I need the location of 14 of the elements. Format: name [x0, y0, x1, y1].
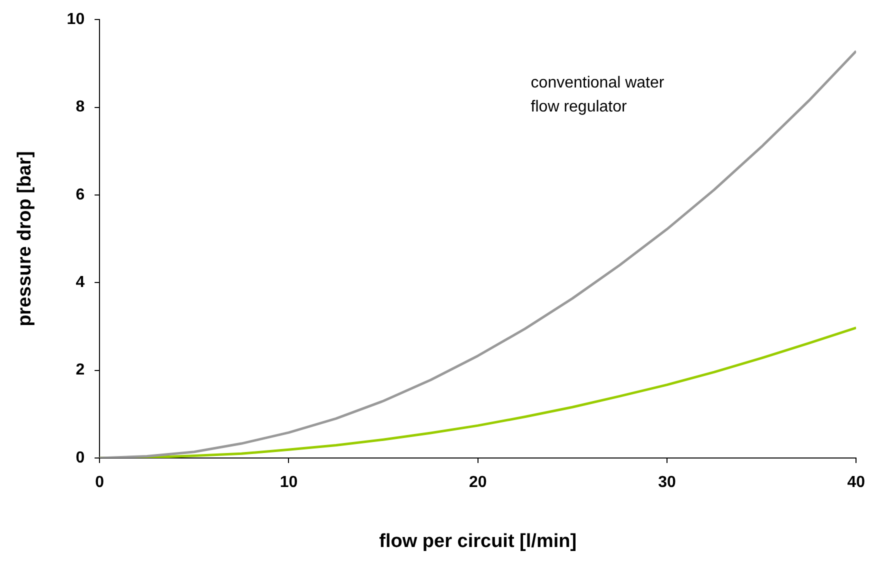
x-tick-label: 10	[280, 474, 298, 492]
y-tick-label: 2	[76, 362, 85, 379]
x-tick-label: 40	[847, 474, 866, 492]
y-tick-label: 6	[76, 186, 85, 204]
y-tick-label: 0	[76, 449, 85, 466]
y-axis-title: pressure drop [bar]	[14, 151, 36, 326]
text: conventional water flow regulator	[530, 74, 665, 116]
x-tick-label: 30	[658, 474, 676, 492]
x-axis-title: flow per circuit [l/min]	[379, 530, 577, 552]
y-tick-label: 4	[76, 274, 85, 292]
y-tick-label: 10	[66, 11, 85, 28]
y-tick-label: 8	[76, 98, 85, 116]
x-tick-label: 20	[468, 474, 487, 492]
x-tick-label: 0	[95, 474, 104, 492]
